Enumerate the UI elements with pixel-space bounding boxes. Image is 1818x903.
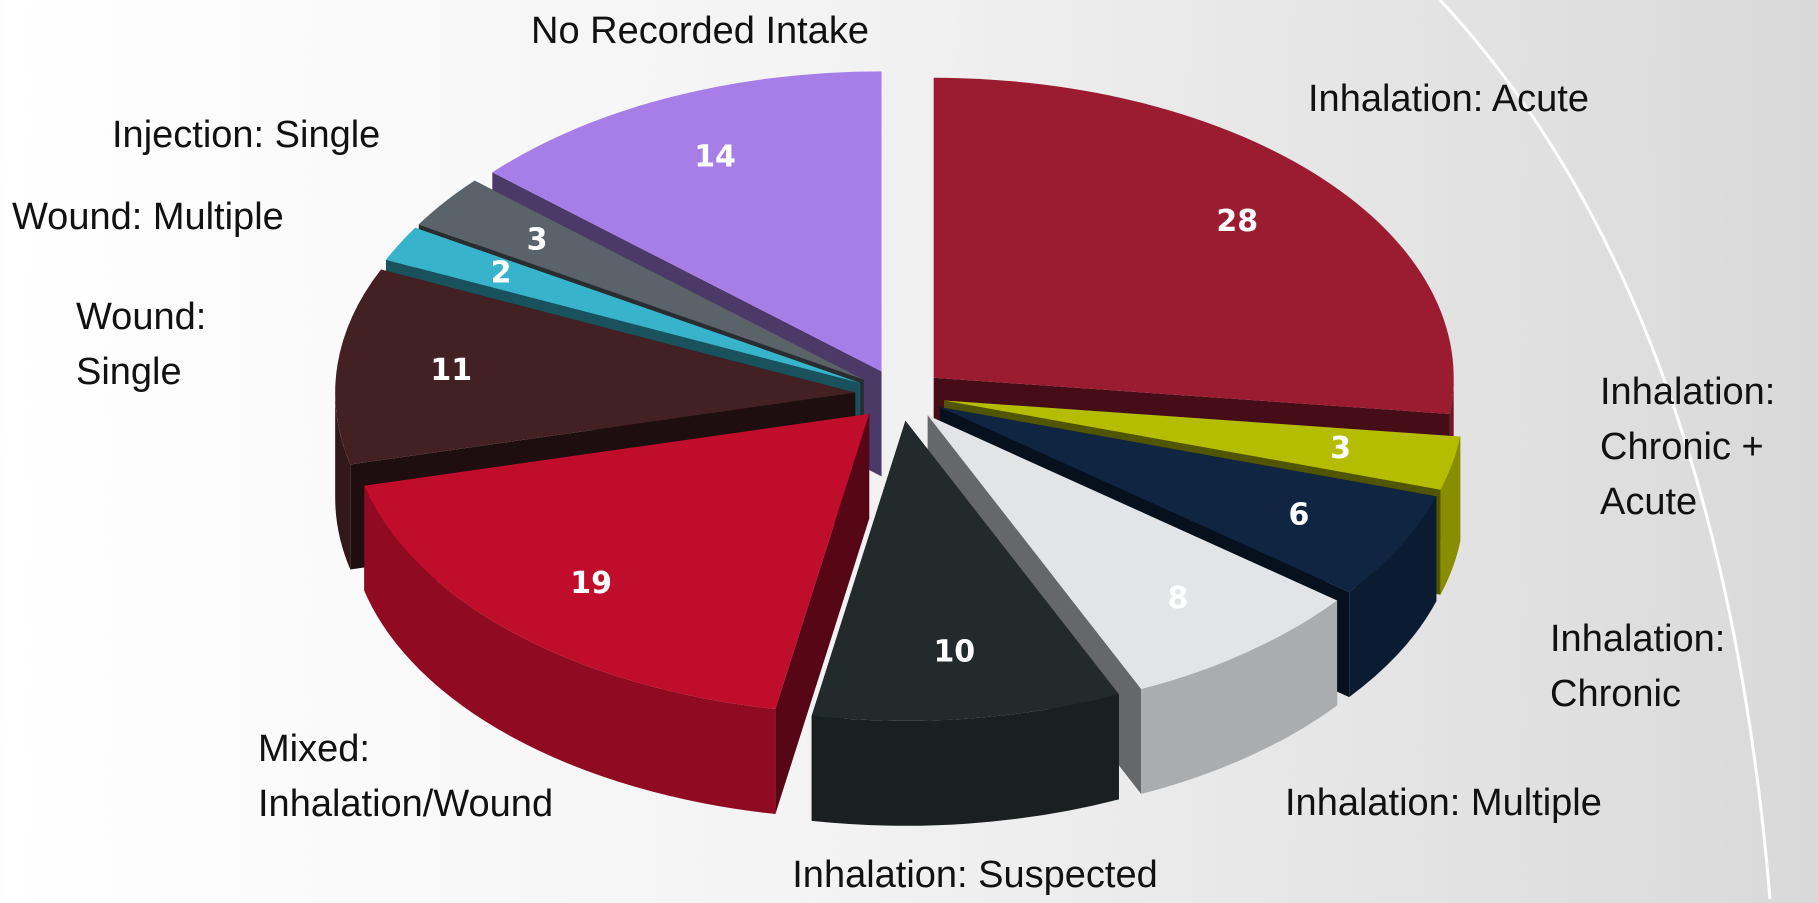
value-label: 2 bbox=[491, 256, 512, 291]
slice-top bbox=[418, 180, 864, 380]
slice-top bbox=[492, 71, 882, 372]
category-label: Inhalation: Multiple bbox=[1285, 782, 1602, 824]
slice-top bbox=[811, 420, 1119, 721]
category-label: Mixed: Inhalation/Wound bbox=[258, 728, 554, 826]
slice-top bbox=[939, 407, 1437, 593]
slice-side bbox=[1141, 600, 1338, 795]
category-label: Wound: Multiple bbox=[12, 196, 284, 238]
value-label: 6 bbox=[1289, 497, 1310, 532]
category-label: Wound: Single bbox=[76, 296, 207, 394]
slice-side bbox=[811, 694, 1119, 826]
slice-top bbox=[385, 227, 861, 383]
slice-top bbox=[927, 415, 1338, 690]
slice-side bbox=[335, 392, 351, 570]
slice-top bbox=[364, 413, 870, 709]
slice-side bbox=[1440, 436, 1461, 595]
value-label: 8 bbox=[1167, 581, 1188, 616]
slice-side bbox=[1349, 496, 1437, 698]
value-label: 14 bbox=[694, 139, 736, 174]
slice-top bbox=[943, 400, 1461, 490]
category-label: Inhalation: Suspected bbox=[792, 854, 1158, 896]
slice-side bbox=[364, 485, 776, 814]
category-label: Inhalation: Chronic bbox=[1550, 618, 1726, 716]
value-label: 3 bbox=[1330, 431, 1351, 466]
value-label: 3 bbox=[527, 222, 548, 257]
value-label: 28 bbox=[1216, 204, 1258, 239]
slice-top bbox=[335, 269, 856, 465]
category-label: No Recorded Intake bbox=[531, 10, 869, 52]
value-label: 11 bbox=[430, 353, 472, 388]
slice: 10 bbox=[811, 420, 1119, 826]
category-label: Inhalation: Acute bbox=[1308, 78, 1589, 120]
slice-top bbox=[933, 77, 1454, 414]
decor-curve bbox=[1438, 0, 1772, 899]
value-label: 10 bbox=[933, 635, 975, 670]
value-label: 19 bbox=[570, 566, 612, 601]
category-label: Inhalation: Chronic + Acute bbox=[1600, 371, 1776, 524]
category-label: Injection: Single bbox=[112, 114, 381, 156]
slice: 19 bbox=[364, 413, 870, 814]
